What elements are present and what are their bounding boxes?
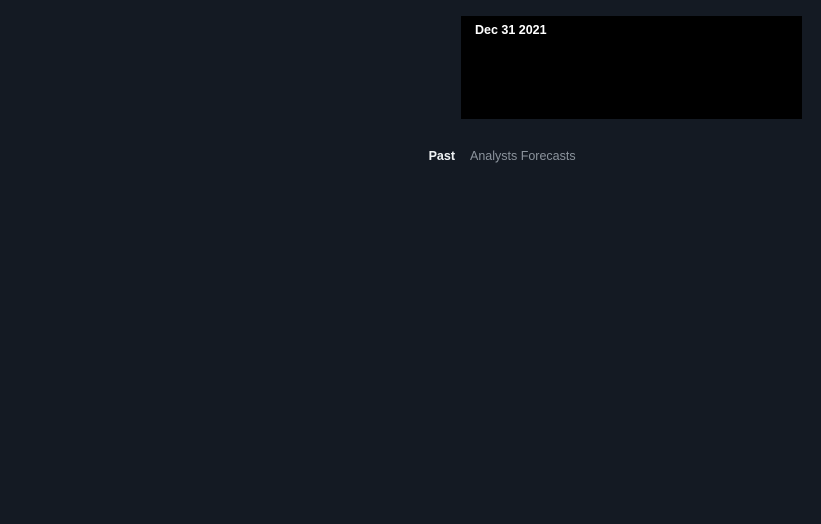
past-label: Past bbox=[428, 149, 455, 163]
tooltip-date: Dec 31 2021 bbox=[475, 23, 547, 37]
forecast-label: Analysts Forecasts bbox=[470, 149, 576, 163]
tooltip: Dec 31 2021 bbox=[461, 16, 802, 119]
